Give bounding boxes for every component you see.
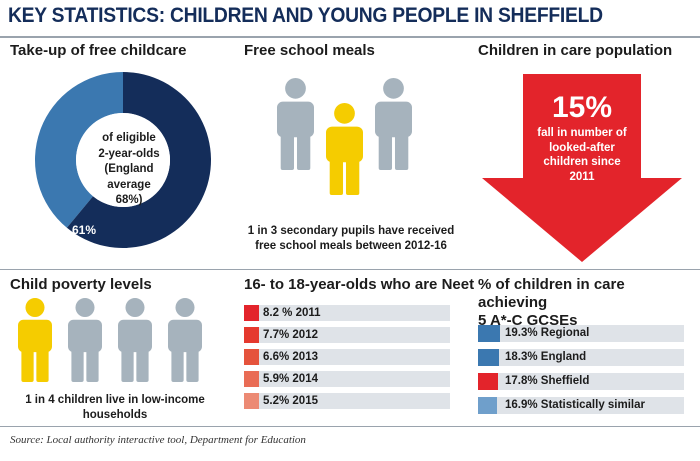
care-caption-line: children since bbox=[543, 156, 621, 168]
person-icon-leg bbox=[36, 350, 49, 382]
person-icon bbox=[326, 126, 363, 163]
person-icon-leg bbox=[280, 135, 295, 170]
neet-swatch bbox=[244, 349, 259, 365]
neet-row: 7.7% 2012 bbox=[244, 327, 450, 343]
neet-row-label: 8.2 % 2011 bbox=[263, 307, 321, 319]
poverty-caption-line: 1 in 4 children live in low-income bbox=[25, 394, 205, 406]
childcare-heading: Take-up of free childcare bbox=[10, 42, 187, 59]
care-caption-line: fall in number of bbox=[537, 127, 627, 139]
center-line: of eligible bbox=[102, 132, 156, 144]
gcse-row-label: 17.8% Sheffield bbox=[505, 375, 590, 387]
neet-swatch bbox=[244, 393, 259, 409]
person-icon-leg bbox=[171, 350, 184, 382]
person-icon-leg bbox=[86, 350, 99, 382]
person-icon bbox=[68, 319, 102, 353]
gcse-bar bbox=[478, 397, 498, 414]
neet-row-label: 6.6% 2013 bbox=[263, 351, 318, 363]
neet-swatch bbox=[244, 305, 259, 321]
gcse-row: 17.8% Sheffield bbox=[478, 373, 684, 390]
care-caption-line: looked-after bbox=[549, 141, 615, 154]
person-icon bbox=[18, 319, 52, 353]
title-rule bbox=[0, 36, 700, 38]
gcse-bar bbox=[478, 349, 499, 366]
person-icon-head bbox=[175, 298, 195, 318]
neet-heading: 16- to 18-year-olds who are Neet bbox=[244, 276, 475, 293]
page-title: KEY STATISTICS: CHILDREN AND YOUNG PEOPL… bbox=[8, 4, 603, 27]
neet-swatch bbox=[244, 327, 259, 343]
meals-caption-line: free school meals between 2012-16 bbox=[255, 240, 447, 252]
person-icon-leg bbox=[394, 135, 409, 170]
person-icon-leg bbox=[121, 350, 134, 382]
donut-center-text: of eligible 2-year-olds (England average… bbox=[86, 131, 172, 209]
person-icon-head bbox=[75, 298, 95, 318]
person-icon bbox=[277, 101, 314, 138]
neet-swatch bbox=[244, 371, 259, 387]
donut-segment-takeup bbox=[66, 72, 212, 249]
person-icon-leg bbox=[186, 350, 199, 382]
center-line: 2-year-olds bbox=[98, 147, 160, 160]
poverty-caption-line: households bbox=[82, 409, 148, 421]
meals-caption: 1 in 3 secondary pupils have received fr… bbox=[236, 224, 466, 254]
neet-row: 5.9% 2014 bbox=[244, 371, 450, 387]
meals-heading: Free school meals bbox=[244, 42, 375, 59]
person-icon bbox=[168, 319, 202, 353]
poverty-caption: 1 in 4 children live in low-income house… bbox=[6, 393, 224, 423]
meals-caption-line: 1 in 3 secondary pupils have received bbox=[247, 225, 455, 237]
person-icon-head bbox=[125, 298, 145, 318]
care-caption-line: 2011 bbox=[569, 170, 595, 183]
gcse-bar bbox=[478, 373, 499, 390]
person-icon-head bbox=[285, 78, 306, 99]
donut-segment-not-taken bbox=[35, 72, 123, 228]
donut-value-label: 61% bbox=[72, 223, 96, 237]
person-icon-head bbox=[25, 298, 45, 318]
section-divider bbox=[0, 269, 700, 270]
person-icon bbox=[118, 319, 152, 353]
neet-row-label: 5.2% 2015 bbox=[263, 395, 318, 407]
neet-row-label: 7.7% 2012 bbox=[263, 329, 318, 341]
care-heading: Children in care population bbox=[478, 42, 673, 59]
neet-row: 8.2 % 2011 bbox=[244, 305, 450, 321]
center-line: average bbox=[107, 178, 151, 191]
donut-hole bbox=[76, 113, 170, 207]
down-arrow-icon bbox=[482, 74, 682, 262]
person-icon-leg bbox=[296, 135, 311, 170]
person-icon-head bbox=[383, 78, 404, 99]
gcse-row: 16.9% Statistically similar bbox=[478, 397, 684, 414]
person-icon-leg bbox=[136, 350, 149, 382]
gcse-heading-line: % of children in care achieving bbox=[478, 276, 625, 311]
gcse-row-label: 16.9% Statistically similar bbox=[505, 399, 645, 411]
gcse-heading: % of children in care achieving 5 A*-C G… bbox=[478, 276, 698, 330]
center-line: 68%) bbox=[115, 194, 143, 206]
person-icon-head bbox=[334, 103, 355, 124]
neet-row: 5.2% 2015 bbox=[244, 393, 450, 409]
person-icon-leg bbox=[378, 135, 393, 170]
person-icon-leg bbox=[71, 350, 84, 382]
care-caption: fall in number of looked-after children … bbox=[524, 126, 640, 184]
gcse-row: 18.3% England bbox=[478, 349, 684, 366]
gcse-row-label: 19.3% Regional bbox=[505, 327, 590, 339]
gcse-bar bbox=[478, 325, 500, 342]
center-line: (England bbox=[104, 163, 154, 175]
person-icon-leg bbox=[329, 160, 344, 195]
gcse-row: 19.3% Regional bbox=[478, 325, 684, 342]
source-note: Source: Local authority interactive tool… bbox=[10, 434, 306, 446]
care-big-value: 15% bbox=[551, 91, 613, 124]
person-icon bbox=[375, 101, 412, 138]
source-divider bbox=[0, 426, 700, 427]
neet-row: 6.6% 2013 bbox=[244, 349, 450, 365]
poverty-heading: Child poverty levels bbox=[10, 276, 152, 293]
person-icon-leg bbox=[21, 350, 34, 382]
neet-row-label: 5.9% 2014 bbox=[263, 373, 318, 385]
person-icon-leg bbox=[345, 160, 360, 195]
gcse-heading-line: 5 A*-C GCSEs bbox=[478, 312, 578, 329]
gcse-row-label: 18.3% England bbox=[505, 351, 587, 363]
